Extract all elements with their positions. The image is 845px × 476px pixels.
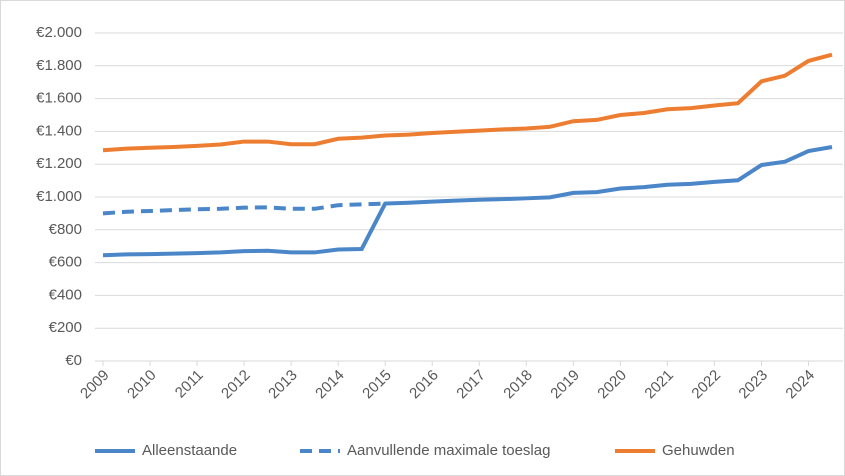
series-line xyxy=(102,201,386,216)
y-tick-label: €0 xyxy=(65,352,82,369)
y-tick-label: €200 xyxy=(49,319,82,336)
series-line xyxy=(102,145,833,258)
y-tick-label: €2.000 xyxy=(36,24,82,41)
y-tick-label: €600 xyxy=(49,254,82,271)
y-tick-label: €1.200 xyxy=(36,155,82,172)
y-tick-label: €400 xyxy=(49,286,82,303)
y-tick-label: €800 xyxy=(49,221,82,238)
y-tick-label: €1.400 xyxy=(36,122,82,139)
y-tick-label: €1.600 xyxy=(36,90,82,107)
legend-label: Gehuwden xyxy=(662,442,735,459)
legend-label: Aanvullende maximale toeslag xyxy=(347,442,550,459)
series-line xyxy=(102,52,833,153)
y-tick-label: €1.000 xyxy=(36,188,82,205)
legend-label: Alleenstaande xyxy=(142,442,237,459)
y-tick-label: €1.800 xyxy=(36,57,82,74)
